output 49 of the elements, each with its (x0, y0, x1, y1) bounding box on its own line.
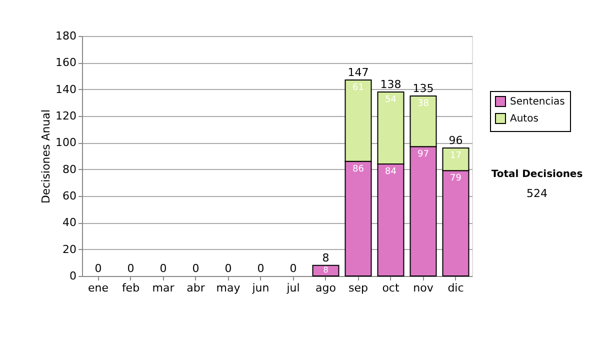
legend-label: Autos (510, 114, 538, 124)
y-tick-label: 160 (56, 56, 76, 70)
legend-label: Sentencias (510, 96, 565, 108)
y-tick-label: 60 (62, 190, 76, 202)
text: 524 (526, 187, 548, 200)
total-label: 138 (380, 78, 402, 91)
data-label: 97 (418, 150, 429, 160)
total-label: 147 (348, 66, 369, 79)
x-tick-label: dic (448, 282, 464, 294)
data-label: 8 (323, 266, 328, 275)
total-label: 135 (412, 82, 434, 95)
total-label: 0 (160, 262, 167, 275)
y-axis-title: Decisiones Anual (40, 109, 53, 204)
data-label: 54 (385, 95, 397, 105)
y-tick-label: 180 (56, 30, 76, 42)
x-tick-label: mar (152, 282, 175, 294)
x-tick-label: sep (348, 282, 368, 294)
y-tick-label: 40 (62, 216, 76, 230)
x-tick-label: nov (413, 282, 434, 294)
y-tick-label: 20 (62, 242, 76, 256)
x-tick-label: ago (316, 282, 336, 294)
y-tick-label: 120 (56, 110, 76, 122)
total-label: 0 (192, 262, 200, 275)
total-label: 0 (94, 262, 102, 275)
x-tick-label: abr (186, 282, 206, 294)
y-tick-label: 80 (62, 162, 76, 176)
total-label: 8 (322, 251, 330, 264)
total-label: 0 (257, 262, 264, 275)
bar (312, 264, 340, 276)
x-tick-label: feb (122, 282, 140, 294)
data-label: 38 (418, 99, 430, 109)
x-tick-label: oct (382, 282, 400, 294)
y-tick-label: 100 (56, 136, 76, 150)
total-label: 0 (290, 262, 297, 275)
y-tick-label: 0 (70, 270, 76, 282)
x-tick-label: jul (286, 282, 300, 294)
y-tick-label: 140 (56, 82, 76, 96)
x-tick-label: ene (88, 282, 109, 294)
data-label: 17 (450, 151, 462, 161)
x-tick-label: may (216, 282, 241, 294)
data-label: 84 (385, 167, 397, 177)
x-tick-label: jun (251, 282, 270, 294)
text: Total Decisiones (491, 169, 583, 180)
total-label: 96 (448, 134, 463, 147)
data-label: 79 (450, 174, 462, 184)
total-label: 0 (127, 262, 134, 275)
data-label: 86 (352, 164, 364, 174)
data-label: 61 (352, 83, 364, 93)
total-label: 0 (224, 262, 232, 275)
